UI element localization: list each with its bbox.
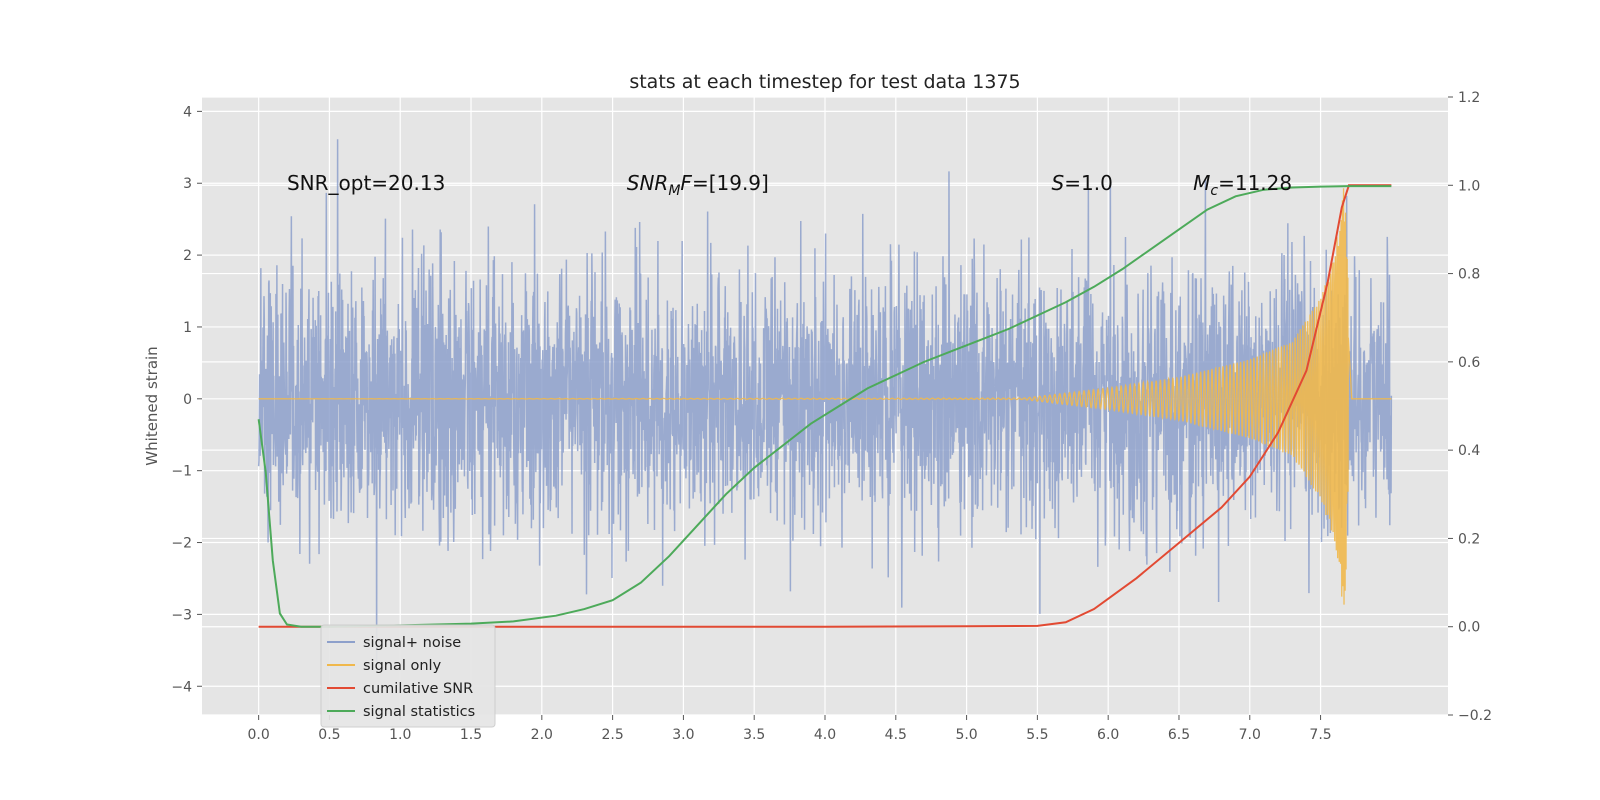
y-tick-label: −1 <box>171 464 192 480</box>
legend-label: signal only <box>363 658 442 674</box>
y-tick-label: 1 <box>183 320 192 336</box>
series-line-signal-noise <box>257 139 1393 663</box>
annotation-text: SNR_opt=20.13 <box>287 171 445 195</box>
x-tick-label: 6.0 <box>1097 727 1119 743</box>
legend-label: signal+ noise <box>363 635 461 651</box>
x-tick-label: 2.0 <box>531 727 553 743</box>
y2-tick-label: 1.2 <box>1458 90 1480 106</box>
y-tick-label: −2 <box>171 536 192 552</box>
y2-tick-label: 0.2 <box>1458 531 1480 547</box>
legend-label: cumilative SNR <box>363 681 473 697</box>
y2-tick-label: 0.4 <box>1458 443 1480 459</box>
chart-title: stats at each timestep for test data 137… <box>629 71 1020 93</box>
annotations: SNR_opt=20.13 SNRMF=[19.9] S=1.0 Mc=11.28 <box>287 171 1292 199</box>
y2-tick-label: 1.0 <box>1458 178 1480 194</box>
legend-box <box>320 624 496 728</box>
x-tick-label: 6.5 <box>1168 727 1190 743</box>
x-tick-label: 5.5 <box>1026 727 1048 743</box>
y2-tick-label: 0.6 <box>1458 355 1480 371</box>
y-tick-label: 2 <box>183 248 192 264</box>
series-line-signal-only <box>258 188 1392 605</box>
x-tick-label: 4.0 <box>814 727 836 743</box>
series-line-cumulative-snr <box>258 184 1392 628</box>
y-tick-label: 0 <box>183 392 192 408</box>
x-tick-label: 3.5 <box>743 727 765 743</box>
ticks: 0.0 0.5 1.0 1.5 2.0 2.5 3.0 3.5 4.0 4.5 5.0 5.5 6.0 6… <box>171 90 1492 743</box>
y2-tick-label: 0.8 <box>1458 267 1480 283</box>
x-tick-label: 4.5 <box>885 727 907 743</box>
x-tick-label: 2.5 <box>601 727 623 743</box>
x-tick-label: 3.0 <box>672 727 694 743</box>
x-tick-label: 1.0 <box>389 727 411 743</box>
y2-tick-label: −0.2 <box>1458 708 1492 724</box>
annotation-text: S=1.0 <box>1052 171 1113 195</box>
y-tick-label: 3 <box>183 176 192 192</box>
legend: signal+ noise signal only cumilative SNR si… <box>320 624 496 728</box>
annotation-text: Mc=11.28 <box>1193 171 1292 199</box>
x-tick-label: 1.5 <box>460 727 482 743</box>
y-tick-label: 4 <box>183 104 192 120</box>
y-tick-label: −4 <box>171 679 192 695</box>
y2-tick-label: 0.0 <box>1458 620 1480 636</box>
x-tick-label: 0.5 <box>318 727 340 743</box>
x-tick-label: 0.0 <box>248 727 270 743</box>
y-axis-label: Whitened strain <box>143 346 161 465</box>
legend-label: signal statistics <box>363 704 475 720</box>
x-tick-label: 7.5 <box>1309 727 1331 743</box>
y-tick-label: −3 <box>171 607 192 623</box>
x-tick-label: 5.0 <box>955 727 977 743</box>
annotation-text: SNRMF=[19.9] <box>627 171 769 199</box>
x-tick-label: 7.0 <box>1239 727 1261 743</box>
